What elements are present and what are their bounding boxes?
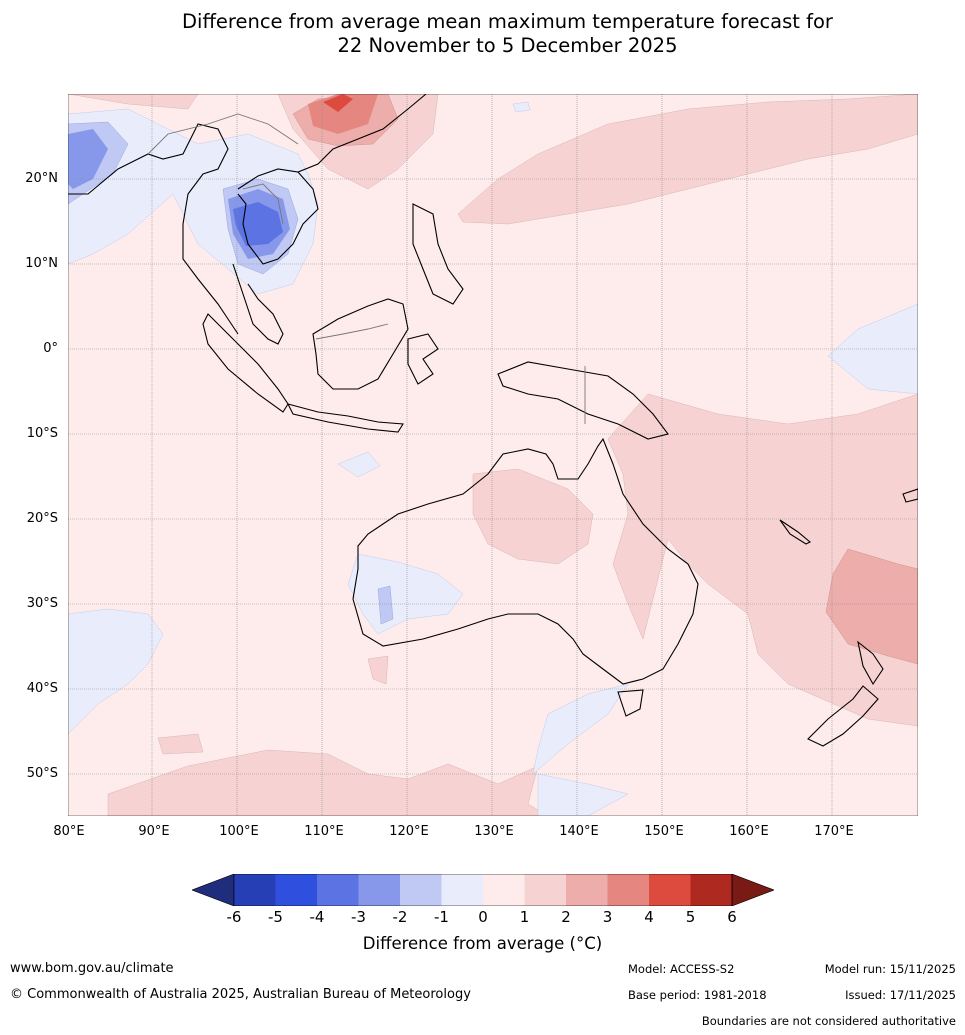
colorbar-tick-label: 1 — [519, 908, 530, 926]
colorbar-tick-label: 6 — [727, 908, 737, 926]
lat-label-50s: 50°S — [26, 766, 58, 781]
model-name: Model: ACCESS-S2 — [628, 962, 735, 976]
coast-fiji — [902, 488, 918, 503]
map-title: Difference from average mean maximum tem… — [0, 10, 965, 58]
coast-australia — [352, 437, 699, 685]
colorbar-extend-low — [192, 874, 235, 906]
borders — [147, 113, 586, 424]
colorbar-tick-label: -5 — [268, 908, 283, 926]
lon-label-110e: 110°E — [304, 824, 344, 839]
anomaly-1-to-2 — [68, 94, 918, 816]
lon-label-150e: 150°E — [644, 824, 684, 839]
coast-new-zealand-south — [807, 685, 879, 747]
anomaly-4-to-5 — [323, 94, 353, 112]
graticule — [68, 94, 918, 816]
colorbar-tick-label: -3 — [351, 908, 366, 926]
coast-sumatra — [202, 313, 289, 413]
colorbar-tick-label: 4 — [644, 908, 654, 926]
lon-label-130e: 130°E — [474, 824, 514, 839]
colorbar-swatch — [317, 874, 359, 906]
base-period: Base period: 1981-2018 — [628, 988, 767, 1002]
colorbar-tick-label: -1 — [434, 908, 449, 926]
coast-new-caledonia — [779, 519, 811, 545]
lat-label-20s: 20°S — [26, 511, 58, 526]
anomaly-3-to-4 — [308, 94, 378, 134]
lat-label-30s: 30°S — [26, 596, 58, 611]
colorbar-swatch — [400, 874, 442, 906]
lat-label-40s: 40°S — [26, 681, 58, 696]
colorbar-swatch — [690, 874, 732, 906]
coast-philippines — [412, 203, 464, 305]
colorbar-swatch — [441, 874, 483, 906]
lat-label-10s: 10°S — [26, 426, 58, 441]
lon-label-90e: 90°E — [138, 824, 170, 839]
colorbar-swatch — [275, 874, 317, 906]
coast-borneo — [312, 298, 409, 390]
colorbar-swatch — [566, 874, 608, 906]
issued-date: Issued: 17/11/2025 — [845, 988, 956, 1002]
lat-label-10n: 10°N — [25, 256, 58, 271]
boundary-disclaimer: Boundaries are not considered authoritat… — [701, 1014, 956, 1028]
colorbar-extend-high — [731, 874, 774, 906]
colorbar-tick-label: 5 — [685, 908, 696, 926]
lon-label-170e: 170°E — [814, 824, 854, 839]
colorbar-tick-label: -4 — [309, 908, 325, 926]
coast-new-zealand-north — [857, 640, 884, 686]
colorbar — [192, 874, 774, 906]
colorbar-swatch — [649, 874, 691, 906]
coast-india — [68, 123, 239, 335]
colorbar-tick-label: -6 — [226, 908, 242, 926]
colorbar-swatch — [524, 874, 566, 906]
coast-new-guinea — [497, 361, 669, 440]
colorbar-outline — [233, 874, 733, 906]
coastlines — [68, 94, 918, 747]
coast-java — [286, 403, 404, 433]
copyright-notice: © Commonwealth of Australia 2025, Austra… — [10, 987, 471, 1002]
colorbar-swatch — [483, 874, 525, 906]
colorbar-title: Difference from average (°C) — [362, 934, 603, 953]
lon-label-120e: 120°E — [389, 824, 429, 839]
lat-label-20n: 20°N — [25, 171, 58, 186]
title-line-2: 22 November to 5 December 2025 — [337, 34, 678, 57]
website-url[interactable]: www.bom.gov.au/climate — [10, 961, 174, 976]
colorbar-swatch — [607, 874, 649, 906]
coast-tasmania — [617, 689, 644, 717]
colorbar-swatch — [234, 874, 276, 906]
lon-label-140e: 140°E — [559, 824, 599, 839]
colorbar-tick-label: -2 — [392, 908, 408, 926]
lon-label-80e: 80°E — [53, 824, 85, 839]
coast-malay-peninsula — [232, 263, 284, 345]
lat-label-0: 0° — [43, 341, 58, 356]
forecast-map — [68, 94, 918, 816]
colorbar-tick-label: 2 — [561, 908, 571, 926]
colorbar-swatch — [358, 874, 400, 906]
colorbar-tick-label: 3 — [602, 908, 613, 926]
coast-indochina — [237, 94, 427, 190]
title-line-1: Difference from average mean maximum tem… — [182, 10, 833, 33]
coast-sulawesi — [407, 333, 439, 385]
model-run-date: Model run: 15/11/2025 — [824, 962, 956, 976]
lon-label-160e: 160°E — [729, 824, 769, 839]
colorbar-tick-label: 0 — [478, 908, 488, 926]
lon-label-100e: 100°E — [219, 824, 259, 839]
